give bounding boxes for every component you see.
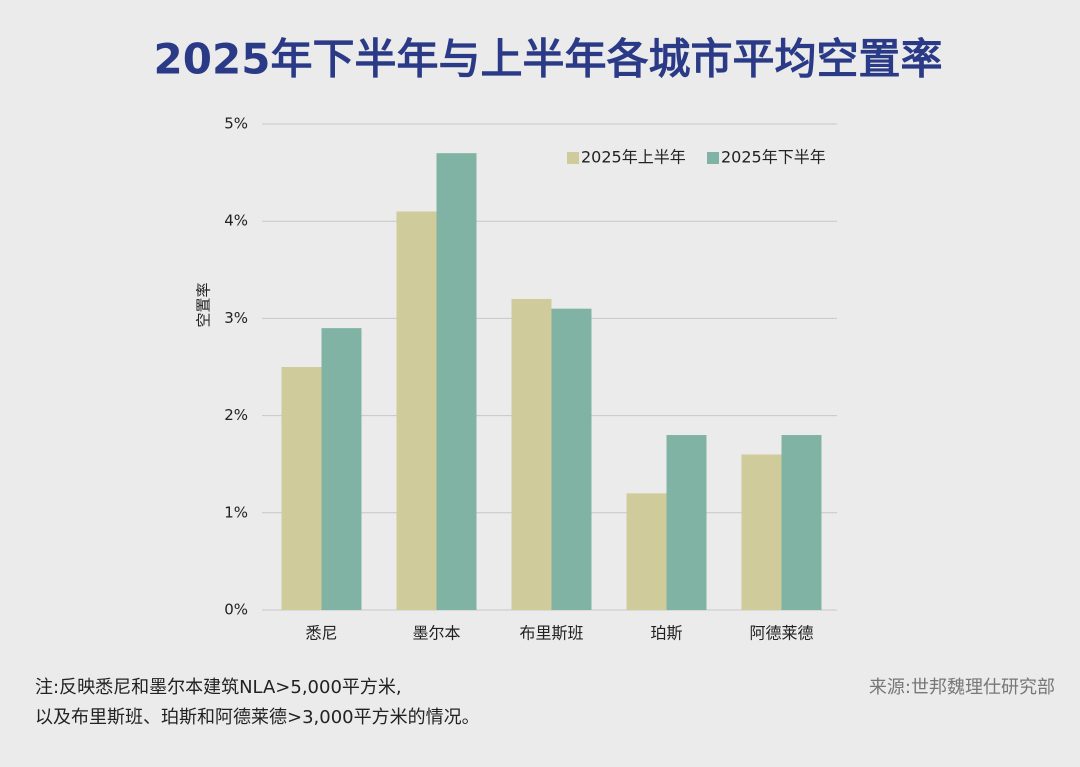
x-tick-label: 珀斯	[650, 624, 682, 643]
bar	[511, 298, 552, 610]
bar	[666, 435, 707, 610]
bar	[781, 435, 822, 610]
legend-swatch	[707, 152, 719, 164]
bar	[741, 454, 782, 610]
y-tick-label: 0%	[224, 601, 248, 619]
x-tick-label: 阿德莱德	[749, 624, 813, 643]
y-tick-label: 1%	[224, 503, 248, 521]
bar	[396, 211, 437, 611]
y-axis-label: 空置率	[195, 282, 213, 327]
x-tick-label: 悉尼	[305, 624, 337, 643]
chart-title: 2025年下半年与上半年各城市平均空置率	[154, 35, 943, 84]
source: 来源:世邦魏理仕研究部	[869, 677, 1055, 698]
bar	[626, 493, 667, 610]
y-tick-label: 4%	[224, 212, 248, 230]
legend-swatch	[567, 152, 579, 164]
legend-label: 2025年上半年	[581, 148, 686, 167]
y-tick-label: 5%	[224, 115, 248, 133]
y-tick-label: 2%	[224, 406, 248, 424]
legend-label: 2025年下半年	[721, 148, 826, 167]
y-tick-label: 3%	[224, 309, 248, 327]
note: 以及布里斯班、珀斯和阿德莱德>3,000平方米的情况。	[35, 707, 480, 728]
x-tick-label: 布里斯班	[519, 624, 583, 643]
bar	[436, 153, 477, 610]
x-tick-label: 墨尔本	[412, 624, 460, 643]
bar	[281, 367, 322, 610]
bar	[551, 308, 592, 610]
note: 注:反映悉尼和墨尔本建筑NLA>5,000平方米,	[35, 677, 402, 698]
bar	[321, 328, 362, 610]
